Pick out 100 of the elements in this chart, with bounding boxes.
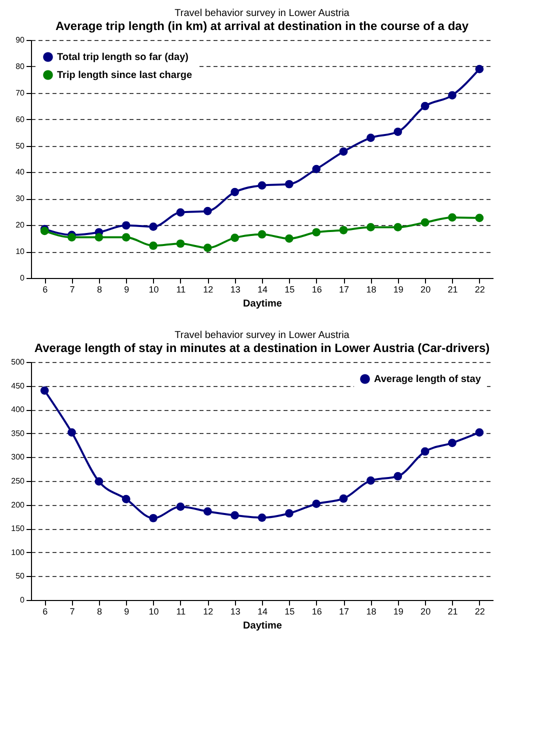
x-tick-label: 6 xyxy=(42,606,48,616)
y-tick-label: 90 xyxy=(16,36,26,44)
point xyxy=(366,134,375,142)
point xyxy=(339,147,348,156)
point xyxy=(203,206,212,216)
point xyxy=(339,494,348,503)
point xyxy=(68,428,76,437)
x-axis-title: Daytime xyxy=(243,620,282,632)
point xyxy=(475,64,484,74)
x-tick-label: 10 xyxy=(148,284,159,294)
chart-title: Average trip length (in km) at arrival at destination in the course of a day xyxy=(56,19,469,33)
point xyxy=(312,228,321,236)
x-tick-label: 16 xyxy=(312,606,322,616)
y-tick-label: 400 xyxy=(11,405,26,414)
x-tick-label: 11 xyxy=(176,284,186,294)
point xyxy=(203,244,212,252)
point xyxy=(448,213,456,222)
y-tick-label: 450 xyxy=(11,381,26,390)
x-tick-label: 8 xyxy=(96,284,102,294)
y-tick-label: 500 xyxy=(11,358,26,366)
x-tick-label: 9 xyxy=(124,606,130,616)
x-tick-label: 17 xyxy=(339,284,350,294)
point xyxy=(203,507,212,516)
legend-label: Total trip length so far (day) xyxy=(57,52,188,63)
point xyxy=(312,500,321,508)
point xyxy=(94,233,104,242)
y-tick-label: 10 xyxy=(16,247,26,256)
point xyxy=(420,447,430,456)
point xyxy=(40,386,49,395)
chart-title: Average length of stay in minutes at a destination in Lower Austria (Car-drivers) xyxy=(34,341,490,355)
point xyxy=(448,91,456,100)
x-tick-label: 18 xyxy=(366,606,376,616)
y-tick-label: 50 xyxy=(16,141,26,150)
x-axis-title: Daytime xyxy=(243,298,282,310)
point xyxy=(68,233,76,242)
y-tick-label: 60 xyxy=(16,114,26,124)
x-tick-label: 20 xyxy=(420,284,431,294)
y-tick-label: 30 xyxy=(16,194,26,204)
y-tick-label: 50 xyxy=(16,572,26,581)
legend-label: Trip length since last charge xyxy=(57,70,192,81)
y-tick-label: 250 xyxy=(11,476,26,486)
x-tick-label: 15 xyxy=(284,606,295,616)
point xyxy=(312,164,321,174)
point xyxy=(394,472,402,480)
point xyxy=(284,180,294,188)
point xyxy=(394,128,402,136)
chart-subtitle: Travel behavior survey in Lower Austria xyxy=(174,330,350,341)
point xyxy=(420,218,430,227)
point xyxy=(339,226,348,234)
point xyxy=(475,214,484,222)
x-tick-label: 8 xyxy=(96,606,102,616)
point xyxy=(284,509,294,518)
point xyxy=(394,223,402,232)
point xyxy=(366,223,375,232)
y-tick-label: 20 xyxy=(16,220,26,230)
point xyxy=(122,494,130,504)
point xyxy=(284,234,294,243)
x-tick-label: 14 xyxy=(257,284,268,294)
y-tick-label: 200 xyxy=(11,500,26,510)
x-tick-label: 12 xyxy=(203,606,214,616)
point xyxy=(258,230,266,239)
x-tick-label: 13 xyxy=(230,606,240,616)
x-tick-label: 22 xyxy=(474,606,485,616)
x-tick-label: 19 xyxy=(393,284,404,294)
point xyxy=(230,188,240,196)
x-tick-label: 17 xyxy=(339,606,350,616)
chart-subtitle: Travel behavior survey in Lower Austria xyxy=(174,8,350,19)
point xyxy=(258,513,266,522)
y-tick-label: 80 xyxy=(16,62,26,71)
x-tick-label: 10 xyxy=(148,606,159,616)
x-tick-label: 12 xyxy=(203,284,214,294)
x-tick-label: 21 xyxy=(448,284,458,294)
point xyxy=(366,476,375,485)
x-tick-label: 7 xyxy=(70,606,75,616)
point xyxy=(122,233,130,242)
point xyxy=(258,181,266,190)
point xyxy=(149,514,158,522)
y-tick-label: 0 xyxy=(20,596,26,604)
point xyxy=(149,222,158,231)
point xyxy=(176,239,185,248)
x-tick-label: 7 xyxy=(70,284,75,294)
x-tick-label: 19 xyxy=(393,606,404,616)
y-tick-label: 150 xyxy=(11,524,26,534)
legend-label: Average length of stay xyxy=(374,374,482,385)
point xyxy=(176,208,185,217)
x-tick-label: 14 xyxy=(257,606,268,616)
x-tick-label: 9 xyxy=(124,284,130,294)
y-tick-label: 300 xyxy=(11,452,26,462)
point xyxy=(149,242,158,250)
x-tick-label: 15 xyxy=(284,284,295,294)
x-tick-label: 11 xyxy=(176,606,186,616)
x-tick-label: 16 xyxy=(312,284,322,294)
point xyxy=(230,234,240,242)
x-tick-label: 18 xyxy=(366,284,376,294)
y-tick-label: 100 xyxy=(11,548,26,557)
x-tick-label: 21 xyxy=(448,606,458,616)
point xyxy=(94,477,104,486)
y-tick-label: 70 xyxy=(16,88,26,98)
x-tick-label: 20 xyxy=(420,606,431,616)
x-tick-label: 6 xyxy=(42,284,48,294)
